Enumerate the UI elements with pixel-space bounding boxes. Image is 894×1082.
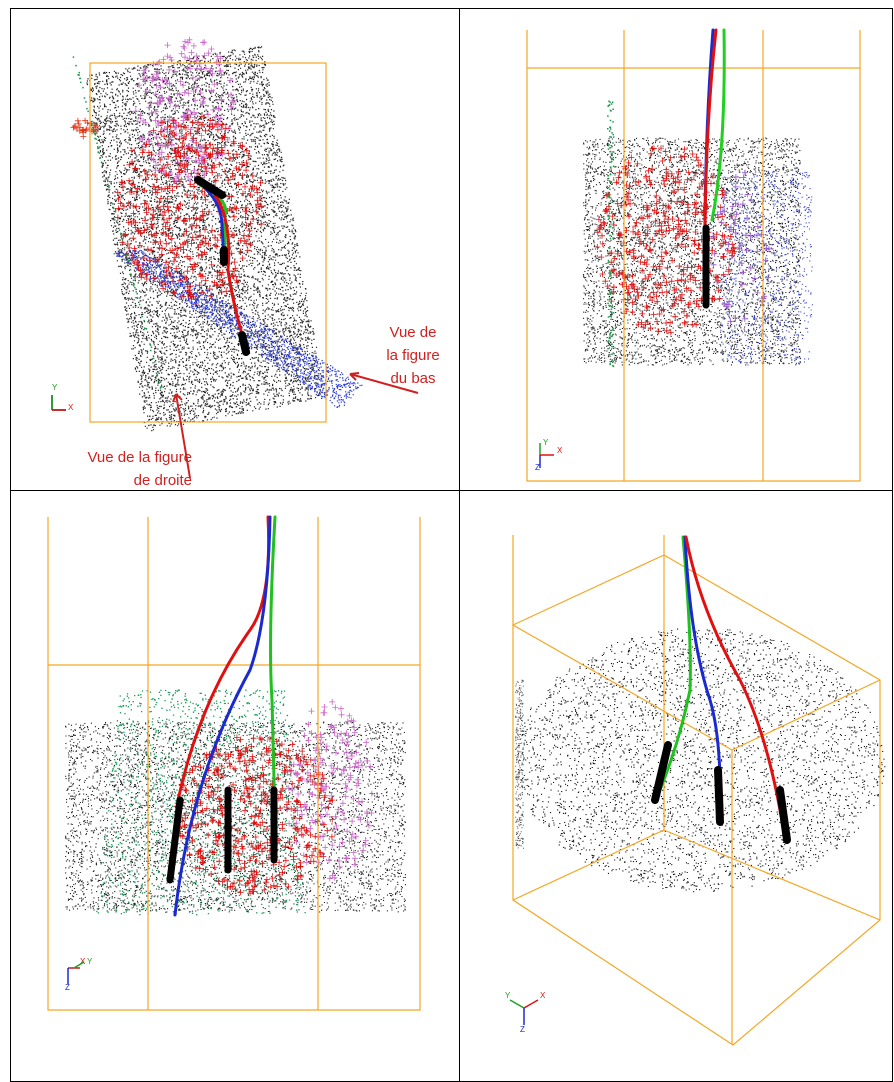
marker-cloud	[594, 145, 738, 336]
annotation: Vue de	[390, 324, 437, 341]
tracks	[166, 28, 791, 917]
track	[658, 535, 692, 792]
triad	[509, 999, 525, 1009]
axis-label: X	[68, 403, 74, 412]
axis-label: Z	[65, 983, 70, 992]
track	[203, 186, 226, 264]
point-cloud	[607, 100, 615, 368]
axis-label: Y	[87, 957, 93, 966]
point-cloud	[72, 56, 163, 389]
axis-label: Y	[505, 991, 511, 1000]
electrode	[651, 741, 791, 844]
axis-label: Y	[52, 383, 58, 392]
track	[173, 515, 272, 917]
frame	[10, 8, 893, 1082]
annotations: Vue de la figure du bas Vue de la figure…	[87, 324, 439, 489]
axis-label: X	[80, 957, 86, 966]
box	[511, 535, 881, 1046]
annotation: de droite	[134, 472, 192, 489]
outer-border	[10, 8, 893, 1082]
arrow	[172, 372, 419, 479]
axis-triads: Y X Y X Z X Y Z Y X Z	[51, 383, 563, 1034]
electrode	[166, 786, 278, 884]
point-cloud	[515, 679, 524, 849]
track	[213, 193, 247, 347]
box	[89, 62, 327, 423]
triad	[523, 999, 539, 1009]
box	[47, 517, 421, 1011]
annotation: Vue de la figure	[87, 449, 192, 466]
track	[710, 28, 726, 222]
axis-label: Z	[535, 463, 540, 472]
marker-cloud	[114, 113, 265, 307]
axis-label: Y	[543, 438, 549, 447]
track	[269, 515, 277, 822]
electrode	[194, 176, 250, 356]
track	[684, 535, 787, 842]
axis-label: X	[540, 991, 546, 1000]
box	[526, 30, 861, 482]
point-cloud	[516, 628, 886, 893]
annotation: du bas	[390, 370, 435, 387]
point-cloud	[113, 249, 363, 408]
annotation: la figure	[386, 347, 439, 364]
axis-label: X	[557, 446, 563, 455]
triad	[73, 961, 85, 969]
marker-cloud	[70, 117, 99, 140]
axis-label: Z	[520, 1025, 525, 1034]
marker-cloud	[710, 169, 772, 325]
triad	[51, 395, 66, 411]
point-clouds	[65, 36, 886, 916]
marker-cloud	[283, 698, 375, 882]
bounding-boxes	[47, 30, 881, 1046]
track	[703, 28, 718, 232]
